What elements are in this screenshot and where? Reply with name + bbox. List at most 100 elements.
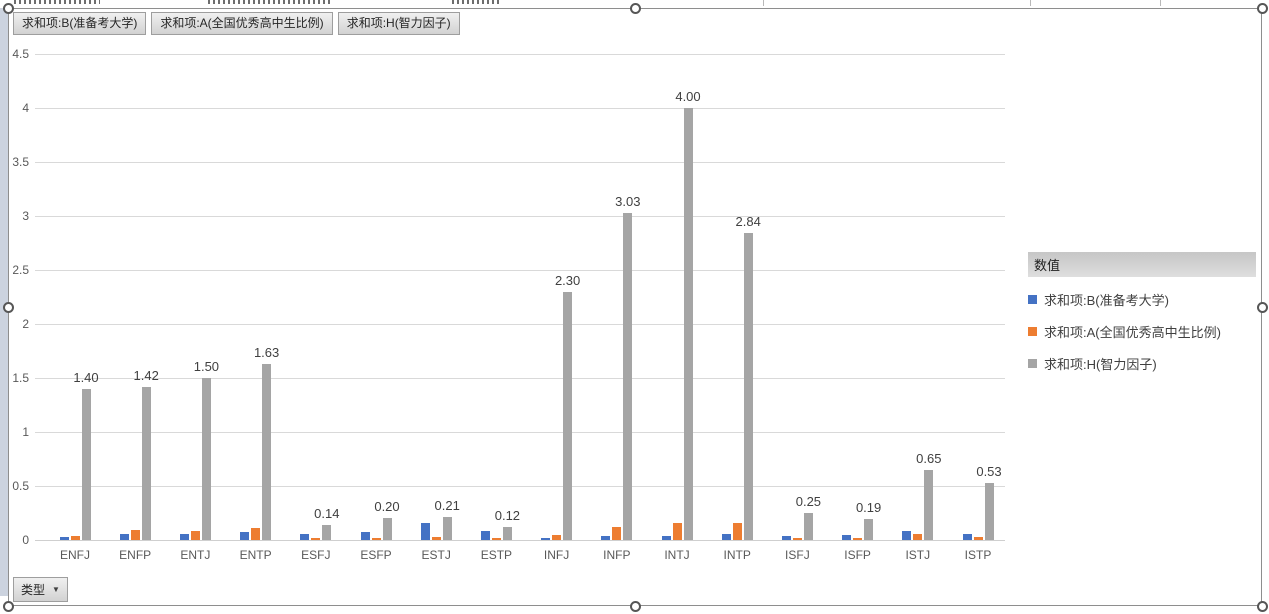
bar-INTP-series0[interactable] [721, 534, 731, 540]
data-label: 2.84 [735, 214, 761, 230]
data-label: 1.63 [253, 344, 280, 360]
bar-ESTJ-series2[interactable] [442, 517, 452, 540]
bar-ENTJ-series1[interactable] [190, 531, 200, 540]
bar-ENFP-series1[interactable] [130, 530, 140, 540]
data-label: 0.14 [314, 505, 340, 521]
sheet-gridline-tick [1030, 0, 1031, 6]
bar-ESFP-series1[interactable] [371, 538, 381, 540]
bar-INFJ-series1[interactable] [552, 535, 562, 540]
bar-INFP-series0[interactable] [601, 536, 611, 540]
bar-ISFP-series0[interactable] [842, 535, 852, 540]
bar-ENTJ-series2[interactable] [201, 378, 211, 540]
x-axis-label: ENTJ [180, 548, 211, 562]
bar-INTJ-series0[interactable] [661, 536, 671, 540]
bar-ENFP-series2[interactable] [141, 387, 151, 540]
value-field-button-row: 求和项:B(准备考大学) 求和项:A(全国优秀高中生比例) 求和项:H(智力因子) [13, 12, 460, 35]
bar-ISTJ-series0[interactable] [902, 531, 912, 540]
gridline [35, 162, 1005, 163]
selection-handle[interactable] [2, 2, 14, 14]
bar-ENFP-series0[interactable] [119, 534, 129, 540]
bar-ENTP-series2[interactable] [262, 364, 272, 540]
y-tick-label: 4.5 [12, 47, 29, 61]
gridline [35, 540, 1005, 541]
legend-swatch-icon [1028, 359, 1037, 368]
bar-ENTP-series0[interactable] [240, 532, 250, 540]
bar-INFJ-series2[interactable] [563, 292, 573, 540]
selection-handle[interactable] [629, 600, 641, 612]
x-axis-label: ISFJ [785, 548, 810, 562]
bar-ESFJ-series2[interactable] [322, 525, 332, 540]
bar-ISFJ-series1[interactable] [792, 538, 802, 540]
bar-ENTP-series1[interactable] [251, 528, 261, 540]
bar-ISTP-series0[interactable] [962, 534, 972, 540]
gridline [35, 54, 1005, 55]
bar-ENFJ-series2[interactable] [81, 389, 91, 540]
data-label: 0.12 [494, 508, 521, 524]
clipped-sheet-text [452, 0, 500, 4]
bar-ENFJ-series1[interactable] [70, 536, 80, 540]
y-tick-label: 1 [22, 425, 29, 439]
selection-handle[interactable] [2, 301, 14, 313]
bar-ESFP-series0[interactable] [360, 532, 370, 540]
bar-ISTJ-series1[interactable] [913, 534, 923, 540]
x-axis-label: ESFJ [301, 548, 331, 562]
bar-ESFP-series2[interactable] [382, 518, 392, 540]
bar-ESTJ-series1[interactable] [431, 537, 441, 540]
y-tick-label: 1.5 [12, 371, 29, 385]
x-axis-label: ISFP [844, 548, 871, 562]
bar-ISTP-series1[interactable] [973, 537, 983, 540]
legend-item-0[interactable]: 求和项:B(准备考大学) [1028, 290, 1256, 309]
sheet-left-strip [0, 8, 8, 596]
bar-ENTJ-series0[interactable] [179, 534, 189, 540]
selection-handle[interactable] [1256, 301, 1268, 313]
data-label: 4.00 [675, 89, 701, 104]
bar-ISTP-series2[interactable] [984, 483, 994, 540]
bar-ISFJ-series2[interactable] [803, 513, 813, 540]
bar-ENFJ-series0[interactable] [59, 537, 69, 540]
x-axis-label: INTP [723, 548, 751, 562]
bar-ESFJ-series0[interactable] [300, 534, 310, 540]
field-button-1[interactable]: 求和项:A(全国优秀高中生比例) [151, 12, 333, 35]
x-axis-label: ISTP [964, 548, 992, 562]
bar-ESFJ-series1[interactable] [311, 538, 321, 540]
bar-ISFP-series1[interactable] [853, 538, 863, 540]
data-label: 0.25 [795, 494, 822, 509]
selection-handle[interactable] [2, 600, 14, 612]
legend[interactable]: 数值 求和项:B(准备考大学) 求和项:A(全国优秀高中生比例) 求和项:H(智力因… [1028, 252, 1256, 373]
data-label: 1.40 [73, 369, 99, 385]
bar-INFJ-series0[interactable] [541, 538, 551, 540]
legend-item-2[interactable]: 求和项:H(智力因子) [1028, 354, 1256, 373]
field-button-0[interactable]: 求和项:B(准备考大学) [13, 12, 147, 35]
bar-INFP-series2[interactable] [623, 213, 633, 540]
axis-field-button[interactable]: 类型 ▼ [13, 577, 68, 602]
bar-INFP-series1[interactable] [612, 527, 622, 540]
chart-area[interactable] [8, 8, 1262, 606]
legend-items: 求和项:B(准备考大学) 求和项:A(全国优秀高中生比例) 求和项:H(智力因子) [1028, 290, 1256, 373]
selection-handle[interactable] [1256, 600, 1268, 612]
y-tick-label: 2 [22, 317, 29, 331]
bar-ESTP-series0[interactable] [480, 531, 490, 540]
bar-INTP-series2[interactable] [743, 233, 753, 540]
bar-INTJ-series1[interactable] [672, 523, 682, 540]
data-label: 2.30 [554, 272, 581, 288]
selection-handle[interactable] [629, 2, 641, 14]
bar-ISFJ-series0[interactable] [781, 536, 791, 540]
y-tick-label: 0.5 [12, 479, 29, 493]
gridline [35, 270, 1005, 271]
bar-INTP-series1[interactable] [732, 523, 742, 540]
field-button-2[interactable]: 求和项:H(智力因子) [337, 12, 460, 35]
selection-handle[interactable] [1256, 2, 1268, 14]
legend-item-1[interactable]: 求和项:A(全国优秀高中生比例) [1028, 322, 1256, 341]
bar-ISFP-series2[interactable] [864, 519, 874, 540]
x-axis-label: ENFJ [60, 548, 90, 562]
gridline [35, 108, 1005, 109]
bar-ESTP-series1[interactable] [491, 538, 501, 540]
bar-ESTJ-series0[interactable] [420, 523, 430, 540]
y-tick-label: 0 [22, 533, 29, 547]
chevron-down-icon: ▼ [52, 585, 60, 594]
bar-INTJ-series2[interactable] [683, 108, 693, 540]
bar-ESTP-series2[interactable] [502, 527, 512, 540]
bar-ISTJ-series2[interactable] [924, 470, 934, 540]
x-axis-label: ESTP [480, 548, 513, 562]
